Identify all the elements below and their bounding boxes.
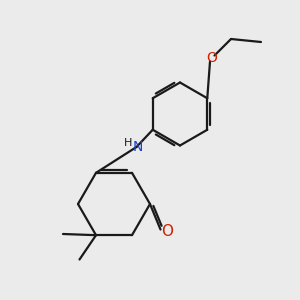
Text: O: O [206, 52, 217, 65]
Text: H: H [124, 138, 132, 148]
Text: O: O [161, 224, 173, 239]
Text: N: N [133, 140, 143, 154]
